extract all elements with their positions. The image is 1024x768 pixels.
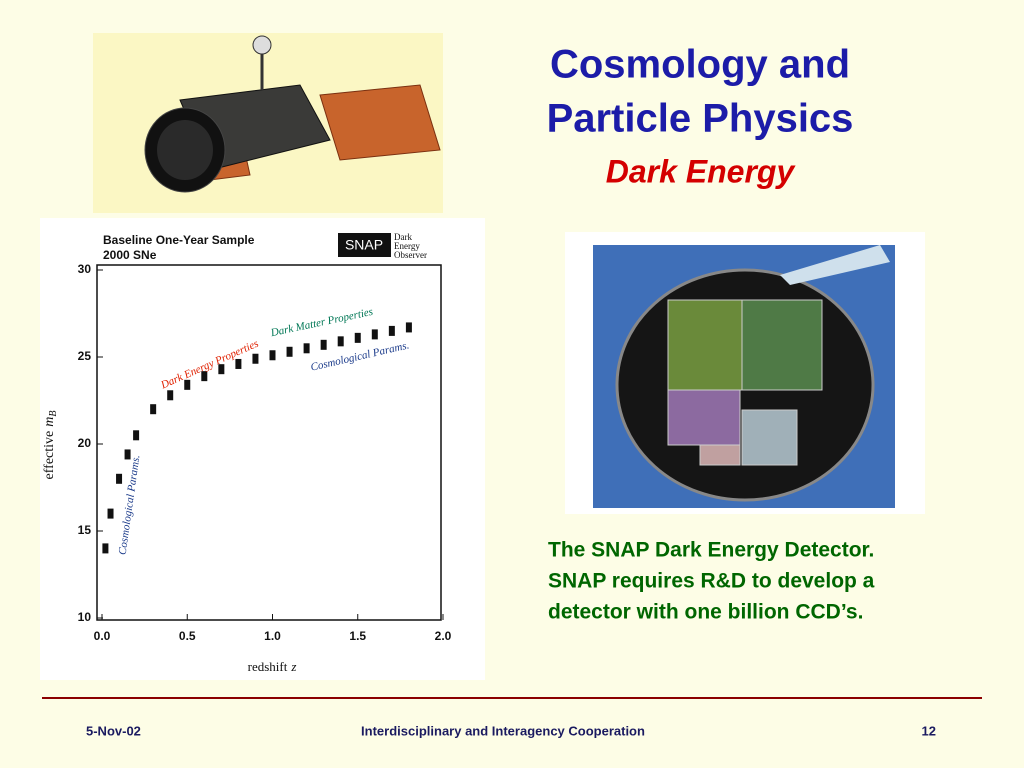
telescope-image — [93, 33, 443, 213]
data-point — [167, 390, 174, 401]
data-point — [286, 346, 293, 357]
data-point — [337, 336, 344, 347]
logo-word: Dark — [394, 232, 412, 242]
x-tick-label: 1.0 — [264, 629, 281, 643]
title: Particle Physics — [547, 97, 854, 141]
footer-date: 5-Nov-02 — [86, 723, 141, 738]
data-point — [116, 473, 123, 484]
x-tick-label: 0.5 — [179, 629, 196, 643]
subtitle: Dark Energy — [606, 153, 797, 189]
x-axis-label-symbol: z — [290, 659, 296, 674]
y-axis-label-sub: B — [48, 411, 59, 417]
data-point — [150, 404, 157, 415]
caption: The SNAP Dark Energy Detector. — [548, 539, 874, 562]
data-point — [303, 343, 310, 354]
logo: SNAP — [345, 237, 383, 253]
x-axis-label: redshift z — [248, 659, 297, 674]
title: Cosmology and — [550, 43, 850, 87]
data-point — [388, 325, 395, 336]
data-point — [124, 449, 131, 460]
y-tick-label: 30 — [78, 262, 92, 276]
y-axis-label-symbol: m — [42, 417, 57, 427]
data-point — [107, 508, 114, 519]
plot-frame — [96, 264, 442, 621]
y-tick-label: 20 — [78, 436, 92, 450]
figure-header: 2000 SNe — [103, 248, 157, 262]
caption: SNAP requires R&D to develop a — [548, 570, 875, 593]
data-point — [252, 353, 259, 364]
data-point — [184, 379, 191, 390]
page-number: 12 — [922, 723, 936, 738]
data-point — [218, 364, 225, 375]
figure-background — [40, 218, 485, 680]
y-tick-label: 25 — [78, 349, 92, 363]
data-point — [371, 329, 378, 340]
data-point — [133, 430, 140, 441]
y-axis-label-text: effective — [42, 431, 57, 480]
data-point — [405, 322, 412, 333]
data-point — [320, 339, 327, 350]
data-point — [354, 332, 361, 343]
logo-word: Energy — [394, 241, 420, 251]
data-point — [235, 358, 242, 369]
footer-text: Interdisciplinary and Interagency Cooper… — [361, 723, 645, 738]
y-axis-label: effective mB — [42, 411, 59, 480]
x-tick-label: 2.0 — [435, 629, 452, 643]
data-point — [201, 371, 208, 382]
data-point — [269, 350, 276, 361]
caption: detector with one billion CCD’s. — [548, 601, 863, 624]
x-tick-label: 0.0 — [94, 629, 111, 643]
x-tick-label: 1.5 — [349, 629, 366, 643]
figure-header: Baseline One-Year Sample — [103, 233, 255, 247]
detector-image — [565, 232, 925, 514]
logo-word: Observer — [394, 250, 427, 260]
data-point — [102, 543, 109, 554]
logo-box — [338, 233, 391, 257]
y-tick-label: 10 — [78, 610, 92, 624]
x-axis-label-text: redshift — [248, 659, 288, 674]
y-tick-label: 15 — [78, 523, 92, 537]
